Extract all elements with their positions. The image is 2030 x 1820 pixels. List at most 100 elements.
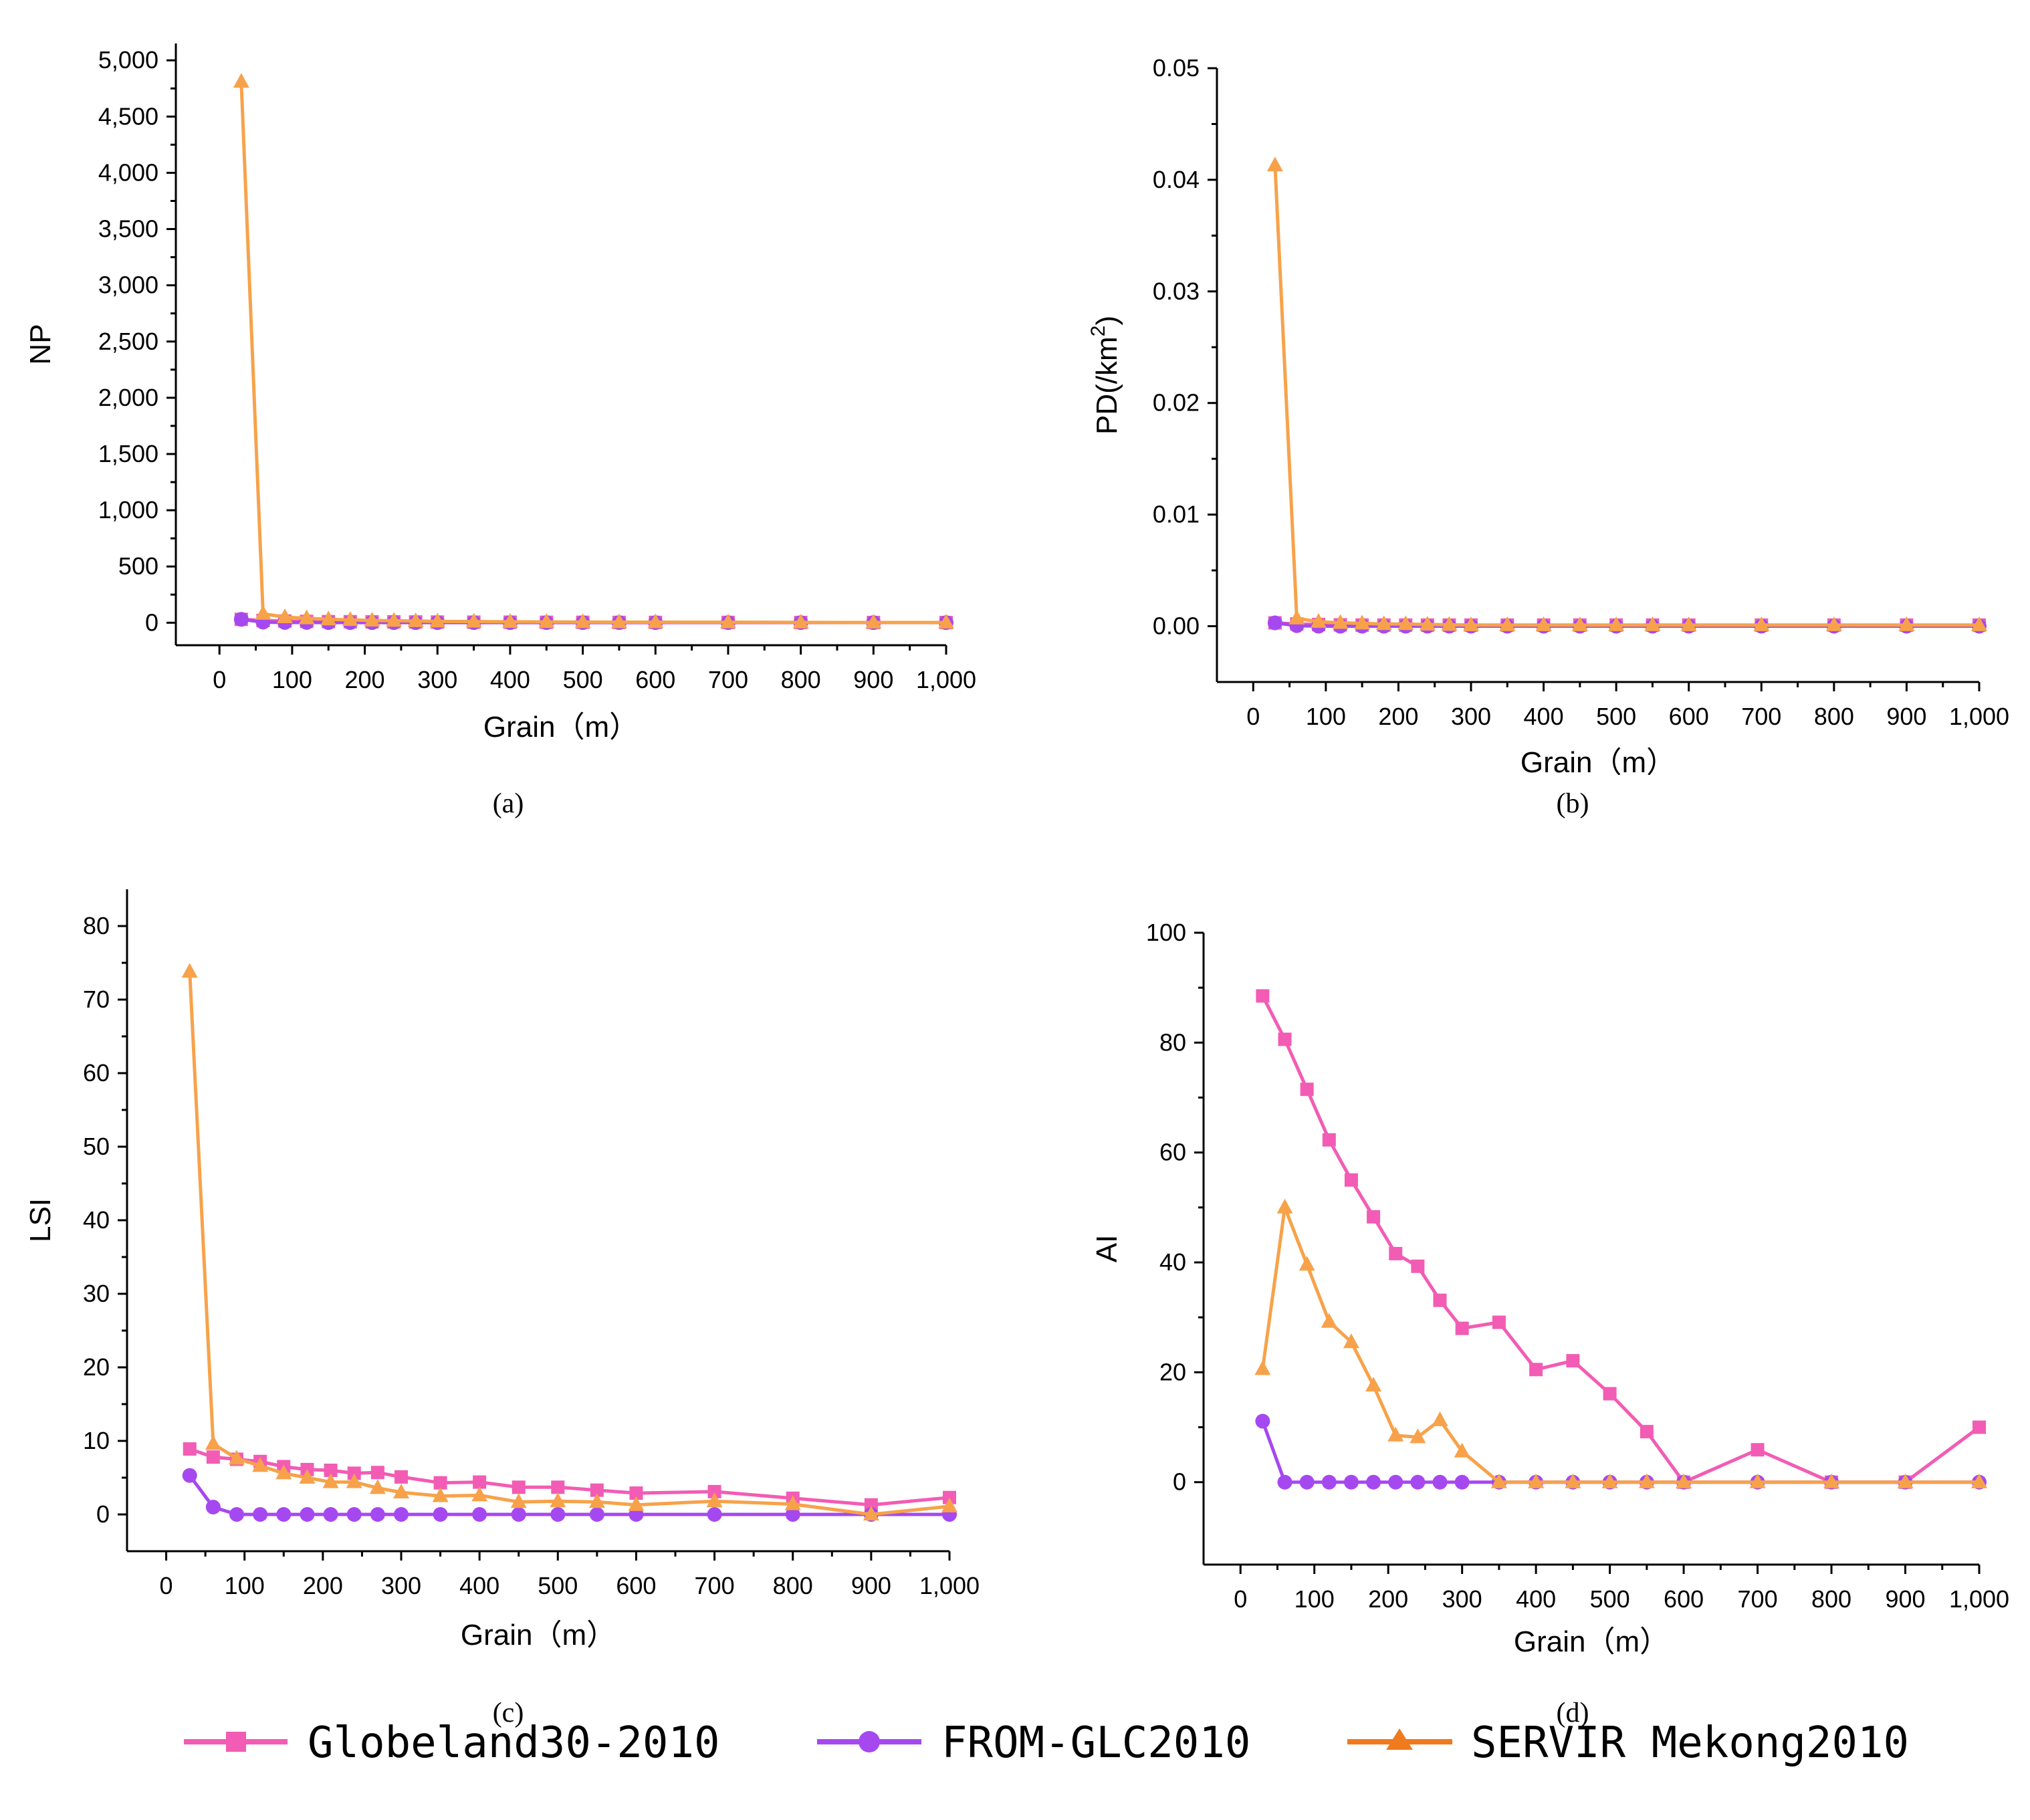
data-point-triangle xyxy=(320,610,337,626)
x-tick-label: 900 xyxy=(1885,1585,1925,1613)
data-point-triangle xyxy=(538,613,555,629)
data-point-circle xyxy=(1277,1474,1292,1490)
x-tick-label: 800 xyxy=(781,666,821,693)
x-tick-label: 500 xyxy=(1596,703,1636,730)
x-tick-label: 800 xyxy=(1814,703,1854,730)
x-tick-label: 0 xyxy=(1234,1585,1247,1613)
x-tick-label: 1,000 xyxy=(1949,1585,2009,1613)
panel-c: 0 100 200 300 400 500 600 700 800 900 1,000 0 10 20 30… xyxy=(24,889,980,1728)
x-tick-label: 600 xyxy=(635,666,675,693)
data-point-triangle xyxy=(719,613,736,629)
x-tick-label: 200 xyxy=(345,666,385,693)
data-point-square xyxy=(1344,1173,1358,1187)
y-tick-label: 40 xyxy=(83,1206,110,1234)
data-point-square xyxy=(707,1484,721,1498)
y-tick-label: 20 xyxy=(83,1353,110,1381)
data-point-square xyxy=(1566,1354,1580,1368)
data-point-triangle xyxy=(941,1497,957,1512)
data-point-square xyxy=(370,1466,384,1480)
x-axis-title: Grain（m） xyxy=(1520,746,1676,779)
data-point-square xyxy=(1972,1420,1986,1434)
data-point-square xyxy=(206,1450,220,1464)
data-point-triangle xyxy=(647,613,664,629)
panel-caption: (a) xyxy=(493,788,524,819)
data-point-circle xyxy=(233,612,249,627)
data-point-square xyxy=(551,1480,565,1494)
data-point-triangle xyxy=(1749,1473,1766,1488)
x-axis-title: Grain（m） xyxy=(1514,1625,1669,1658)
data-point-triangle xyxy=(205,1435,221,1450)
data-point-triangle xyxy=(229,1450,245,1465)
x-axis-title: Grain（m） xyxy=(461,1619,616,1652)
x-tick-label: 100 xyxy=(225,1572,265,1599)
x-tick-label: 800 xyxy=(773,1572,813,1599)
panel-caption: (c) xyxy=(493,1698,524,1728)
data-point-triangle xyxy=(298,609,315,624)
data-point-circle xyxy=(1410,1474,1426,1490)
data-point-square xyxy=(1300,1083,1314,1097)
y-tick-label: 0.02 xyxy=(1153,389,1200,417)
data-point-circle xyxy=(300,1507,315,1522)
legend-item-servir: SERVIR Mekong2010 xyxy=(1347,1718,1909,1768)
data-point-triangle xyxy=(1601,1473,1618,1488)
data-point-circle xyxy=(1343,1474,1359,1490)
data-point-triangle xyxy=(233,73,249,88)
data-point-triangle xyxy=(610,613,627,629)
data-point-square xyxy=(1751,1443,1765,1457)
data-point-triangle xyxy=(1397,615,1414,631)
x-tick-label: 900 xyxy=(853,666,893,693)
data-point-triangle xyxy=(1441,616,1458,631)
x-tick-label: 400 xyxy=(459,1572,499,1599)
data-point-triangle xyxy=(342,611,358,627)
data-point-square xyxy=(629,1486,643,1500)
data-point-square xyxy=(1367,1210,1381,1224)
data-point-triangle xyxy=(938,614,954,629)
data-point-triangle xyxy=(865,614,882,629)
data-point-triangle xyxy=(1825,616,1842,631)
data-point-triangle xyxy=(386,612,403,627)
data-point-square xyxy=(183,1442,197,1456)
y-tick-label: 5,000 xyxy=(98,46,158,74)
x-tick-label: 500 xyxy=(538,1572,578,1599)
data-point-square xyxy=(473,1475,487,1489)
data-point-square xyxy=(1278,1032,1292,1046)
y-tick-label: 0.05 xyxy=(1153,54,1200,82)
x-tick-label: 700 xyxy=(695,1572,735,1599)
data-point-triangle xyxy=(1898,616,1915,631)
data-point-square xyxy=(512,1480,526,1494)
data-point-square xyxy=(1433,1293,1447,1307)
x-tick-label: 500 xyxy=(1590,1585,1630,1613)
data-point-triangle xyxy=(1823,1473,1840,1488)
data-point-circle xyxy=(253,1507,268,1522)
data-point-triangle xyxy=(501,613,518,629)
y-axis-title: PD(/km2) xyxy=(1087,316,1123,435)
data-point-circle xyxy=(433,1507,448,1522)
data-point-square xyxy=(1256,989,1270,1003)
data-point-triangle xyxy=(252,1457,269,1472)
x-tick-label: 1,000 xyxy=(1949,703,2009,730)
data-point-triangle xyxy=(1321,1313,1337,1328)
data-point-triangle xyxy=(1971,616,1987,631)
x-tick-label: 600 xyxy=(616,1572,656,1599)
data-point-triangle xyxy=(1387,1426,1404,1442)
y-tick-label: 100 xyxy=(1146,919,1186,946)
panel-d: 0 100 200 300 400 500 600 700 800 900 1,000 0 20 40 60… xyxy=(1091,919,2009,1728)
data-point-triangle xyxy=(1343,1333,1359,1349)
data-point-triangle xyxy=(393,1484,409,1498)
data-point-square xyxy=(1389,1246,1403,1260)
x-tick-label: 200 xyxy=(303,1572,343,1599)
y-axis-title: LSI xyxy=(24,1198,57,1242)
data-point-triangle xyxy=(863,1506,879,1520)
data-point-triangle xyxy=(706,1492,723,1508)
data-point-triangle xyxy=(1288,609,1305,624)
data-point-circle xyxy=(323,1507,338,1522)
x-tick-label: 500 xyxy=(563,666,603,693)
data-point-square xyxy=(394,1470,408,1484)
data-point-triangle xyxy=(432,1487,449,1502)
y-tick-label: 60 xyxy=(1159,1139,1186,1166)
data-point-triangle xyxy=(1375,615,1392,631)
data-point-circle xyxy=(229,1507,244,1522)
data-point-circle xyxy=(1255,1413,1270,1429)
data-point-triangle xyxy=(1565,1473,1581,1488)
x-tick-label: 700 xyxy=(1738,1585,1778,1613)
